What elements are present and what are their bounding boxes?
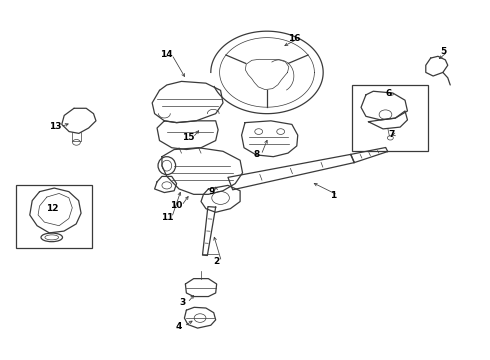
Text: 16: 16 bbox=[288, 34, 300, 43]
Text: 11: 11 bbox=[161, 213, 173, 222]
Text: 7: 7 bbox=[389, 130, 395, 139]
Text: 6: 6 bbox=[385, 89, 392, 98]
Text: 15: 15 bbox=[182, 133, 194, 142]
Text: 4: 4 bbox=[176, 322, 182, 331]
Bar bbox=[352, 85, 428, 151]
Text: 13: 13 bbox=[49, 122, 62, 131]
Text: 14: 14 bbox=[161, 50, 173, 59]
Bar bbox=[16, 185, 92, 248]
Text: 9: 9 bbox=[209, 187, 215, 196]
Text: 10: 10 bbox=[171, 201, 183, 210]
Text: 3: 3 bbox=[179, 298, 186, 307]
Text: 12: 12 bbox=[46, 204, 59, 213]
Text: 2: 2 bbox=[214, 257, 220, 266]
Text: 5: 5 bbox=[440, 47, 446, 56]
Text: 8: 8 bbox=[253, 150, 259, 159]
Text: 1: 1 bbox=[330, 190, 336, 199]
